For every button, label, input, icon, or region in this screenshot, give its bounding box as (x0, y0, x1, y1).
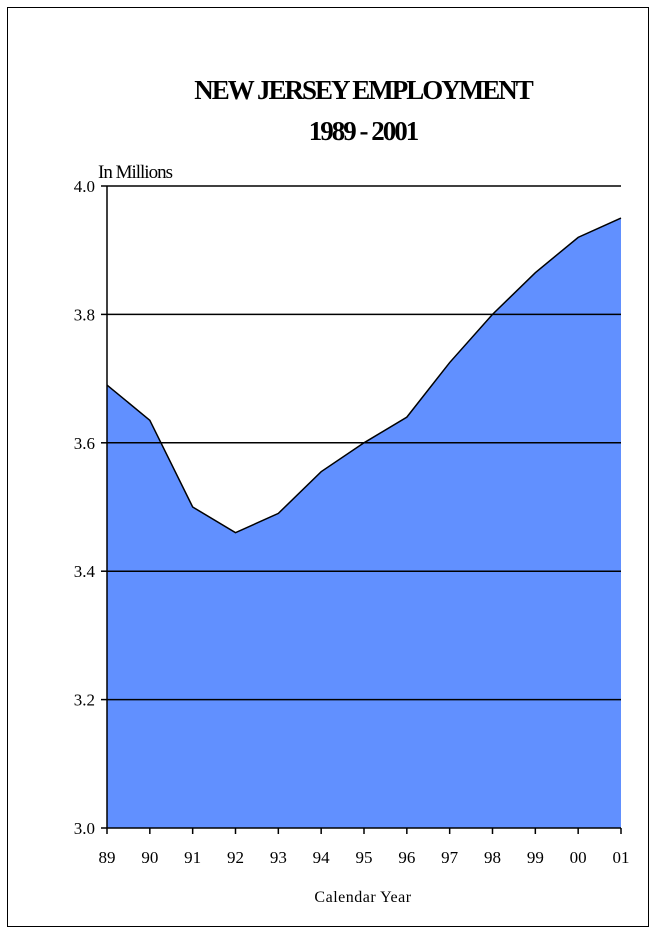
chart-title: NEW JERSEY EMPLOYMENT (194, 75, 534, 105)
x-tick-label: 01 (613, 848, 630, 867)
x-tick-label: 97 (441, 848, 459, 867)
y-tick-label: 3.0 (74, 819, 95, 838)
x-tick-label: 00 (570, 848, 587, 867)
y-tick-label: 3.4 (74, 562, 96, 581)
y-tick-label: 3.8 (74, 305, 95, 324)
x-tick-label: 94 (313, 848, 331, 867)
x-tick-label: 93 (270, 848, 287, 867)
x-tick-label: 98 (484, 848, 501, 867)
x-tick-label: 96 (398, 848, 415, 867)
y-axis-units-label: In Millions (98, 162, 173, 183)
x-tick-label: 89 (99, 848, 116, 867)
x-tick-label: 92 (227, 848, 244, 867)
x-tick-label: 91 (184, 848, 201, 867)
employment-area (107, 218, 621, 829)
y-tick-label: 3.2 (74, 691, 95, 710)
x-tick-label: 99 (527, 848, 544, 867)
chart-subtitle: 1989 - 2001 (309, 116, 419, 146)
x-axis-label: Calendar Year (314, 889, 411, 906)
x-tick-label: 95 (356, 848, 373, 867)
y-tick-label: 3.6 (74, 434, 95, 453)
x-tick-label: 90 (141, 848, 158, 867)
y-tick-label: 4.0 (74, 177, 95, 196)
